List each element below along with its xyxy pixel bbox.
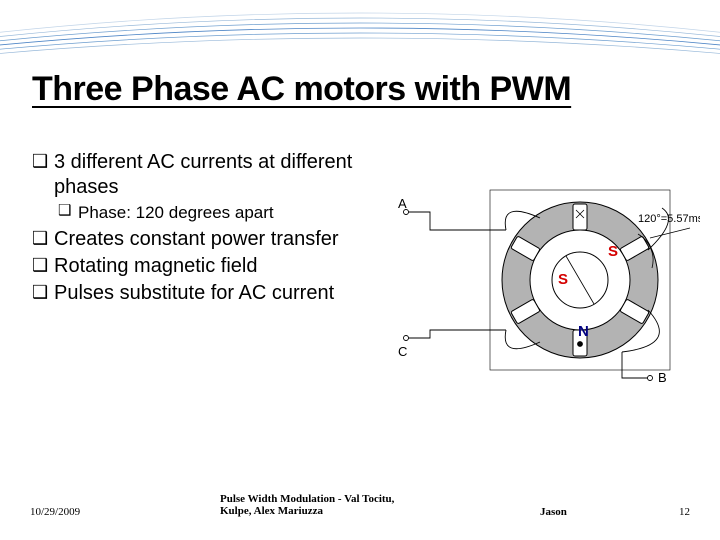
list-item: ❑ Rotating magnetic field [32, 254, 362, 279]
slide-title: Three Phase AC motors with PWM [32, 70, 700, 109]
bullet-text: Rotating magnetic field [54, 254, 362, 279]
bullet-marker-icon: ❑ [32, 150, 54, 200]
bullet-list: ❑ 3 different AC currents at different p… [32, 150, 362, 308]
terminal-c-label: C [398, 344, 407, 359]
motor-diagram: S S N A C B 120°=5.57ms [390, 160, 700, 390]
bullet-text: Pulses substitute for AC current [54, 281, 362, 306]
list-item: ❑ Creates constant power transfer [32, 227, 362, 252]
decorative-arcs [0, 0, 720, 56]
bullet-text: Creates constant power transfer [54, 227, 362, 252]
list-item: ❑ 3 different AC currents at different p… [32, 150, 362, 200]
terminal-a-label: A [398, 196, 407, 211]
footer-author: Jason [540, 506, 660, 518]
list-item: ❑ Phase: 120 degrees apart [58, 202, 362, 223]
bullet-marker-icon: ❑ [32, 227, 54, 252]
bullet-marker-icon: ❑ [32, 281, 54, 306]
footer-page-number: 12 [660, 506, 690, 518]
bullet-text: 3 different AC currents at different pha… [54, 150, 362, 200]
angle-annotation: 120°=5.57ms [638, 213, 700, 225]
footer-center: Pulse Width Modulation - Val Tocitu, Kul… [220, 493, 540, 518]
footer-date: 10/29/2009 [30, 506, 220, 518]
footer-line2: Kulpe, Alex Mariuzza [220, 505, 323, 517]
footer-line1: Pulse Width Modulation - Val Tocitu, [220, 493, 394, 505]
terminal-b-label: B [658, 370, 667, 385]
pole-label-s: S [608, 243, 618, 260]
bullet-marker-icon: ❑ [32, 254, 54, 279]
bullet-marker-icon: ❑ [58, 202, 78, 223]
bullet-text: Phase: 120 degrees apart [78, 202, 362, 223]
slide-footer: 10/29/2009 Pulse Width Modulation - Val … [30, 493, 690, 518]
pole-label-n: N [578, 323, 589, 340]
pole-label-s2: S [558, 271, 568, 288]
list-item: ❑ Pulses substitute for AC current [32, 281, 362, 306]
